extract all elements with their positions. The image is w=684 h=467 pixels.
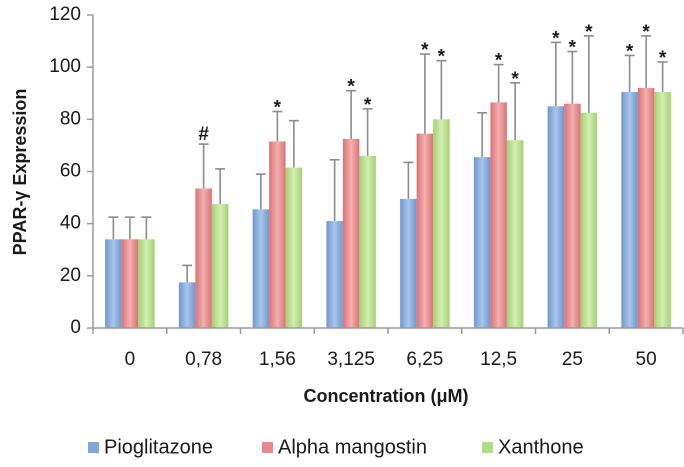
bar-pioglitazone-0: [105, 239, 122, 328]
plot-area: * * # * * * * * * * * * * * 0 20 40 60 80 100 120 0 0,78 1,56…: [49, 4, 684, 370]
significance-annotation-0-6: *: [552, 28, 560, 49]
bar-alpha-mangostin-3: [342, 138, 360, 328]
x-tick-label: 3,125: [327, 349, 375, 370]
significance-annotation-2-7: *: [659, 48, 667, 69]
bar-alpha-mangostin-6: [564, 103, 581, 328]
bar-alpha-mangostin-7: [637, 88, 655, 329]
bar-alpha-mangostin-4: [416, 133, 434, 328]
bar-pioglitazone-5: [473, 157, 491, 328]
bar-xanthone-7: [654, 91, 671, 328]
significance-annotation-2-4: *: [438, 47, 446, 68]
significance-annotation-2-6: *: [585, 22, 593, 43]
bar-alpha-mangostin-1: [195, 188, 212, 328]
significance-annotation-1-3: *: [347, 77, 355, 98]
legend: Pioglitazone Alpha mangostin Xanthone: [88, 436, 584, 458]
x-tick-label: 12,5: [480, 349, 517, 370]
bar-xanthone-3: [359, 155, 376, 328]
bar-pioglitazone-2: [252, 209, 270, 328]
bar-pioglitazone-3: [326, 221, 343, 328]
y-tick-label: 40: [60, 213, 81, 234]
x-tick-label: 0: [125, 349, 136, 370]
bars-layer: [105, 88, 671, 329]
y-tick-label: 60: [60, 161, 81, 182]
annotations-layer: * * # * * * * * * * * * * *: [198, 22, 667, 145]
significance-annotation-1-4: *: [421, 40, 429, 61]
x-tick-label: 0,78: [185, 349, 222, 370]
significance-annotation-1-1: #: [198, 124, 209, 145]
y-axis-ticks: 0 20 40 60 80 100 120: [49, 4, 93, 338]
significance-annotation-1-6: *: [569, 38, 577, 59]
error-bars-layer: [108, 35, 668, 283]
x-tick-label: 6,25: [406, 349, 443, 370]
bar-xanthone-6: [580, 112, 598, 328]
x-axis-title: Concentration (μM): [304, 386, 469, 406]
bar-pioglitazone-6: [547, 106, 565, 329]
x-tick-label: 25: [562, 349, 583, 370]
bar-alpha-mangostin-5: [490, 102, 507, 328]
legend-swatch-alpha-mangostin: [262, 442, 273, 453]
y-axis-title: PPAR-γ Expression: [10, 89, 30, 256]
y-tick-label: 20: [60, 265, 81, 286]
x-tick-label: 50: [636, 349, 657, 370]
bar-xanthone-2: [285, 167, 303, 328]
significance-annotation-2-5: *: [511, 69, 519, 90]
legend-label-alpha-mangostin: Alpha mangostin: [278, 436, 427, 458]
y-tick-label: 100: [49, 56, 81, 77]
legend-swatch-pioglitazone: [88, 442, 99, 453]
bar-xanthone-0: [138, 239, 155, 328]
legend-swatch-xanthone: [482, 442, 493, 453]
significance-annotation-1-7: *: [642, 22, 650, 43]
significance-annotation-2-3: *: [364, 95, 372, 116]
y-tick-label: 0: [70, 317, 81, 338]
bar-xanthone-4: [433, 119, 450, 328]
bar-pioglitazone-4: [400, 198, 417, 328]
bar-alpha-mangostin-0: [121, 239, 139, 328]
x-axis-ticks: 0 0,78 1,56 3,125 6,25 12,5 25 50: [92, 328, 684, 370]
bar-xanthone-5: [506, 140, 524, 328]
y-tick-label: 120: [49, 4, 81, 25]
bar-xanthone-1: [211, 204, 229, 328]
bar-pioglitazone-1: [178, 282, 196, 328]
y-tick-label: 80: [60, 108, 81, 129]
bar-alpha-mangostin-2: [269, 141, 286, 328]
significance-annotation-1-5: *: [495, 51, 503, 72]
significance-annotation-0-7: *: [626, 41, 634, 62]
bar-pioglitazone-7: [621, 91, 638, 328]
significance-annotation-1-2: *: [274, 98, 282, 119]
legend-label-pioglitazone: Pioglitazone: [104, 436, 213, 458]
legend-label-xanthone: Xanthone: [498, 436, 584, 458]
x-tick-label: 1,56: [259, 349, 296, 370]
